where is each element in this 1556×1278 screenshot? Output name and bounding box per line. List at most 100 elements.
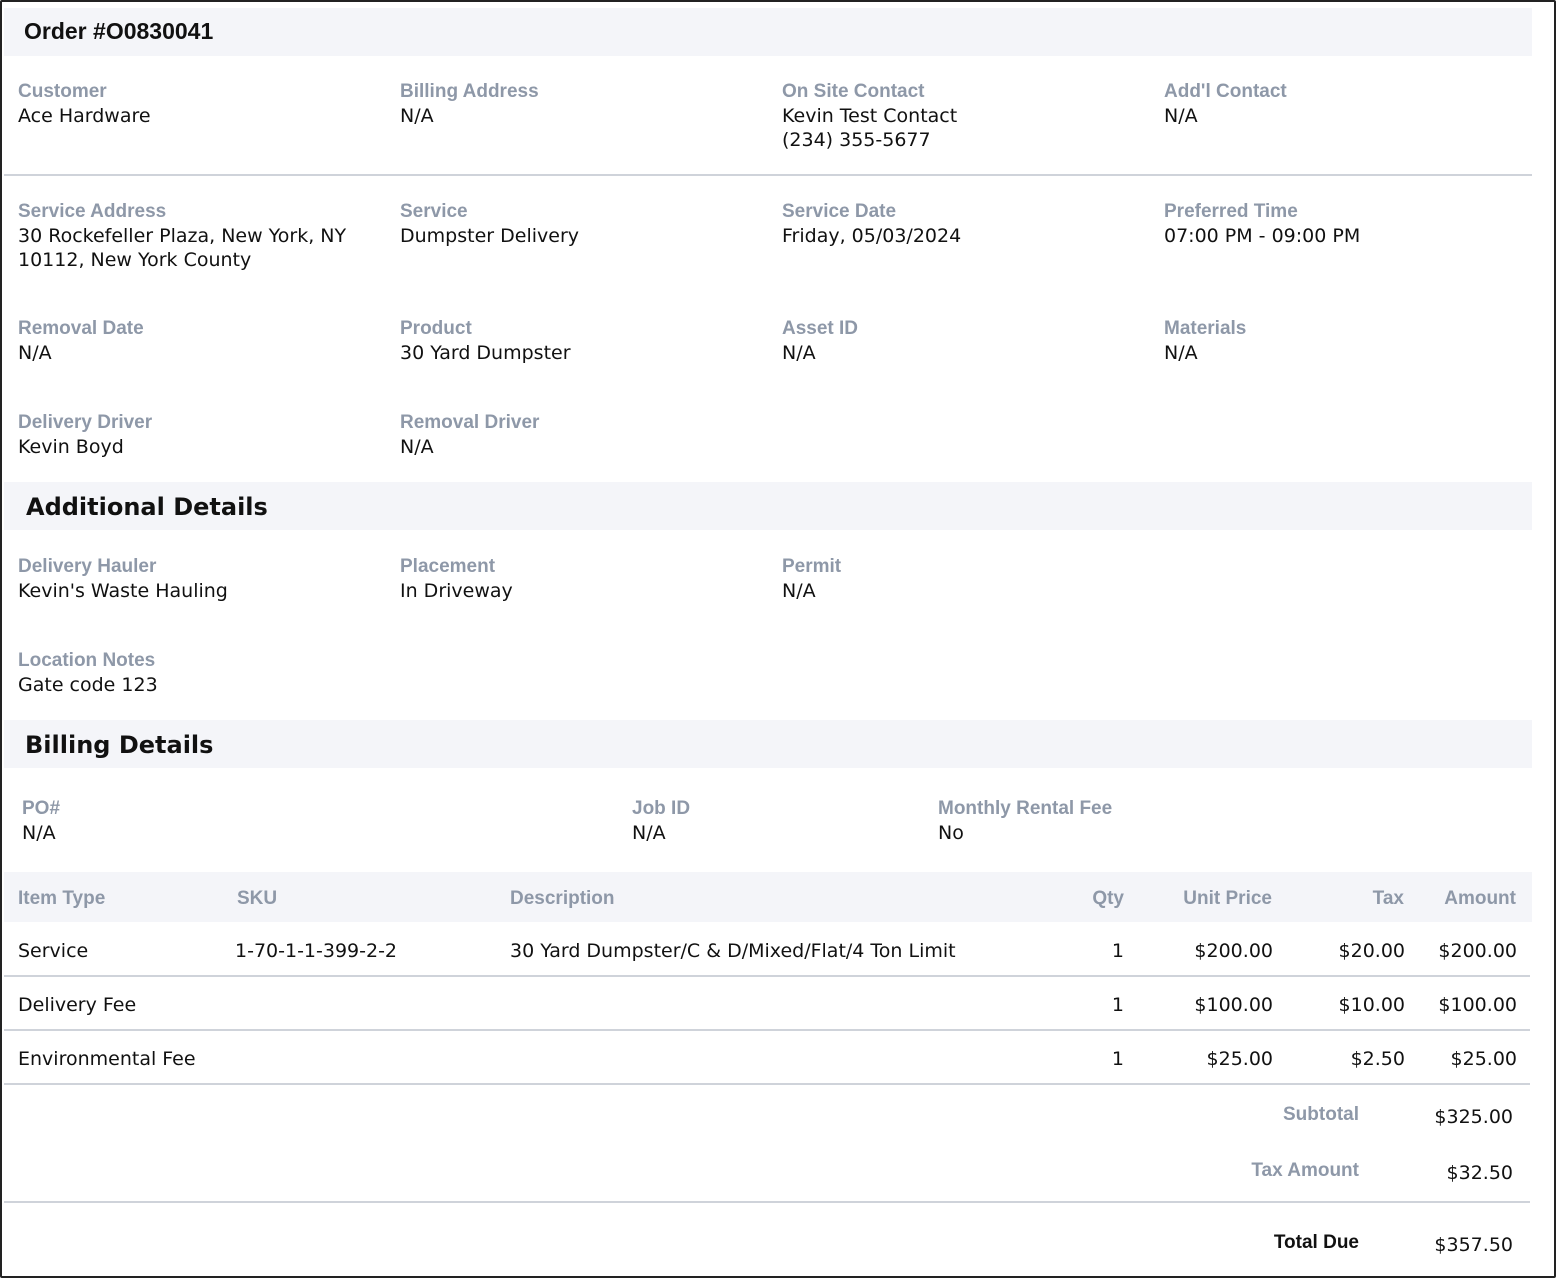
materials-value: N/A — [1164, 342, 1198, 364]
row-1-description: 30 Yard Dumpster/C & D/Mixed/Flat/4 Ton … — [510, 940, 956, 962]
addl-contact-field: Add'l Contact N/A — [1164, 80, 1287, 128]
col-header-description: Description — [510, 888, 615, 909]
row-3-tax: $2.50 — [1350, 1048, 1405, 1070]
service-label: Service — [400, 201, 468, 222]
service-address-value: 30 Rockefeller Plaza, New York, NY 10112… — [18, 225, 347, 271]
row-1-sku: 1-70-1-1-399-2-2 — [235, 940, 398, 962]
row-1-tax: $20.00 — [1338, 940, 1405, 962]
job-id-value: N/A — [632, 822, 666, 844]
on-site-contact-label: On Site Contact — [782, 81, 925, 102]
removal-driver-label: Removal Driver — [400, 412, 540, 433]
subtotal-value: $325.00 — [1434, 1106, 1513, 1128]
billing-address-value: N/A — [400, 105, 434, 127]
additional-details-title: Additional Details — [26, 493, 268, 521]
row-1-item-type: Service — [18, 940, 89, 962]
delivery-driver-label: Delivery Driver — [18, 412, 153, 433]
delivery-driver-value: Kevin Boyd — [18, 436, 124, 458]
service-date-value: Friday, 05/03/2024 — [782, 225, 962, 247]
order-title: Order #O0830041 — [24, 18, 214, 44]
row-2-amount: $100.00 — [1438, 994, 1517, 1016]
permit-field: Permit N/A — [782, 555, 841, 603]
row-1-qty: 1 — [1111, 940, 1124, 962]
removal-date-value: N/A — [18, 342, 52, 364]
row-divider — [4, 1083, 1530, 1085]
row-divider — [4, 975, 1530, 977]
totals-divider — [4, 1201, 1530, 1203]
tax-amount-value: $32.50 — [1446, 1162, 1513, 1184]
col-header-amount: Amount — [1444, 888, 1516, 909]
permit-label: Permit — [782, 556, 842, 577]
billing-details-header — [4, 720, 1532, 768]
row-2-qty: 1 — [1111, 994, 1124, 1016]
row-1-unit-price: $200.00 — [1194, 940, 1273, 962]
service-field: Service Dumpster Delivery — [400, 200, 579, 248]
col-header-sku: SKU — [237, 888, 278, 909]
monthly-rental-fee-field: Monthly Rental Fee No — [938, 797, 1112, 845]
additional-details-header — [4, 482, 1532, 530]
row-2-item-type: Delivery Fee — [18, 994, 137, 1016]
monthly-rental-fee-label: Monthly Rental Fee — [938, 798, 1113, 819]
addl-contact-value: N/A — [1164, 105, 1198, 127]
po-label: PO# — [22, 798, 61, 819]
col-header-qty: Qty — [1092, 888, 1124, 909]
service-date-field: Service Date Friday, 05/03/2024 — [782, 200, 961, 248]
location-notes-field: Location Notes Gate code 123 — [18, 649, 158, 697]
delivery-hauler-value: Kevin's Waste Hauling — [18, 580, 228, 602]
row-3-qty: 1 — [1111, 1048, 1124, 1070]
service-date-label: Service Date — [782, 201, 897, 222]
customer-label: Customer — [18, 81, 107, 102]
po-value: N/A — [22, 822, 56, 844]
row-3-item-type: Environmental Fee — [18, 1048, 196, 1070]
col-header-tax: Tax — [1372, 888, 1404, 909]
placement-value: In Driveway — [400, 580, 513, 602]
location-notes-value: Gate code 123 — [18, 674, 158, 696]
billing-address-label: Billing Address — [400, 81, 539, 102]
job-id-field: Job ID N/A — [632, 797, 690, 845]
service-address-field: Service Address 30 Rockefeller Plaza, Ne… — [18, 200, 346, 272]
delivery-driver-field: Delivery Driver Kevin Boyd — [18, 411, 152, 459]
on-site-contact-value: Kevin Test Contact (234) 355-5677 — [782, 105, 958, 151]
preferred-time-field: Preferred Time 07:00 PM - 09:00 PM — [1164, 200, 1360, 248]
product-field: Product 30 Yard Dumpster — [400, 317, 571, 365]
delivery-hauler-label: Delivery Hauler — [18, 556, 157, 577]
removal-date-field: Removal Date N/A — [18, 317, 144, 365]
on-site-contact-field: On Site Contact Kevin Test Contact (234)… — [782, 80, 957, 152]
addl-contact-label: Add'l Contact — [1164, 81, 1287, 102]
tax-amount-label: Tax Amount — [1251, 1160, 1359, 1181]
row-2-unit-price: $100.00 — [1194, 994, 1273, 1016]
customer-value: Ace Hardware — [18, 105, 151, 127]
delivery-hauler-field: Delivery Hauler Kevin's Waste Hauling — [18, 555, 228, 603]
materials-field: Materials N/A — [1164, 317, 1246, 365]
permit-value: N/A — [782, 580, 816, 602]
removal-date-label: Removal Date — [18, 318, 144, 339]
row-1-amount: $200.00 — [1438, 940, 1517, 962]
row-3-unit-price: $25.00 — [1206, 1048, 1273, 1070]
product-value: 30 Yard Dumpster — [400, 342, 571, 364]
col-header-unit-price: Unit Price — [1183, 888, 1272, 909]
removal-driver-value: N/A — [400, 436, 434, 458]
asset-id-value: N/A — [782, 342, 816, 364]
product-label: Product — [400, 318, 472, 339]
materials-label: Materials — [1164, 318, 1247, 339]
total-due-value: $357.50 — [1434, 1234, 1513, 1256]
order-header — [4, 8, 1532, 56]
row-3-amount: $25.00 — [1450, 1048, 1517, 1070]
job-id-label: Job ID — [632, 798, 691, 819]
asset-id-label: Asset ID — [782, 318, 859, 339]
row-2-tax: $10.00 — [1338, 994, 1405, 1016]
placement-field: Placement In Driveway — [400, 555, 513, 603]
subtotal-label: Subtotal — [1283, 1104, 1359, 1125]
removal-driver-field: Removal Driver N/A — [400, 411, 539, 459]
row-divider — [4, 1029, 1530, 1031]
asset-id-field: Asset ID N/A — [782, 317, 858, 365]
billing-details-title: Billing Details — [25, 731, 214, 759]
billing-address-field: Billing Address N/A — [400, 80, 539, 128]
placement-label: Placement — [400, 556, 496, 577]
monthly-rental-fee-value: No — [938, 822, 964, 844]
po-field: PO# N/A — [22, 797, 60, 845]
service-address-label: Service Address — [18, 201, 167, 222]
summary-divider — [4, 174, 1532, 176]
total-due-label: Total Due — [1273, 1232, 1359, 1253]
preferred-time-value: 07:00 PM - 09:00 PM — [1164, 225, 1361, 247]
